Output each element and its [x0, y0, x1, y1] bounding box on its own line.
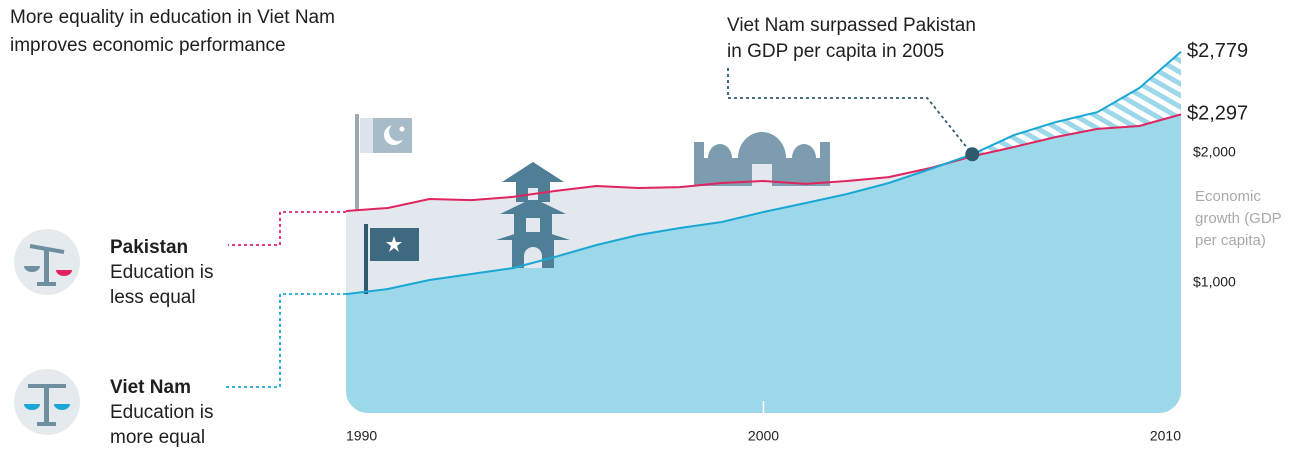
legend-description: more equal: [110, 427, 205, 448]
pakistan-flag: [355, 114, 412, 210]
end-label: $2,297: [1187, 103, 1248, 125]
end-label: $2,779: [1187, 40, 1248, 62]
mosque: [694, 132, 830, 186]
chart-title: improves economic performance: [10, 35, 286, 56]
y-axis-label: per capita): [1195, 232, 1266, 249]
y-tick-label: $1,000: [1193, 274, 1236, 290]
chart-title: More equality in education in Viet Nam: [10, 7, 335, 28]
legend-description: Education is: [110, 262, 214, 283]
crossover-marker: [965, 147, 979, 161]
chart: More equality in education in Viet Nam i…: [0, 0, 1297, 455]
y-tick-label: $2,000: [1193, 144, 1236, 160]
y-axis-label: growth (GDP: [1195, 210, 1282, 227]
legend-description: Education is: [110, 402, 214, 423]
x-tick-label: 1990: [346, 428, 377, 444]
legend-label: Pakistan: [110, 237, 188, 258]
annotation: Viet Nam surpassed Pakistan: [727, 15, 976, 36]
page: {"chart_data": { "type": "area-line", "t…: [0, 0, 1297, 455]
x-tick-label: 2000: [748, 428, 779, 444]
y-axis-label: Economic: [1195, 188, 1261, 205]
plot-area: [346, 52, 1181, 418]
legend: Pakistan Education is less equal Viet Na…: [14, 212, 346, 448]
legend-description: less equal: [110, 287, 196, 308]
x-tick-label: 2010: [1150, 428, 1181, 444]
annotation: in GDP per capita in 2005: [727, 41, 944, 62]
legend-label: Viet Nam: [110, 377, 191, 398]
